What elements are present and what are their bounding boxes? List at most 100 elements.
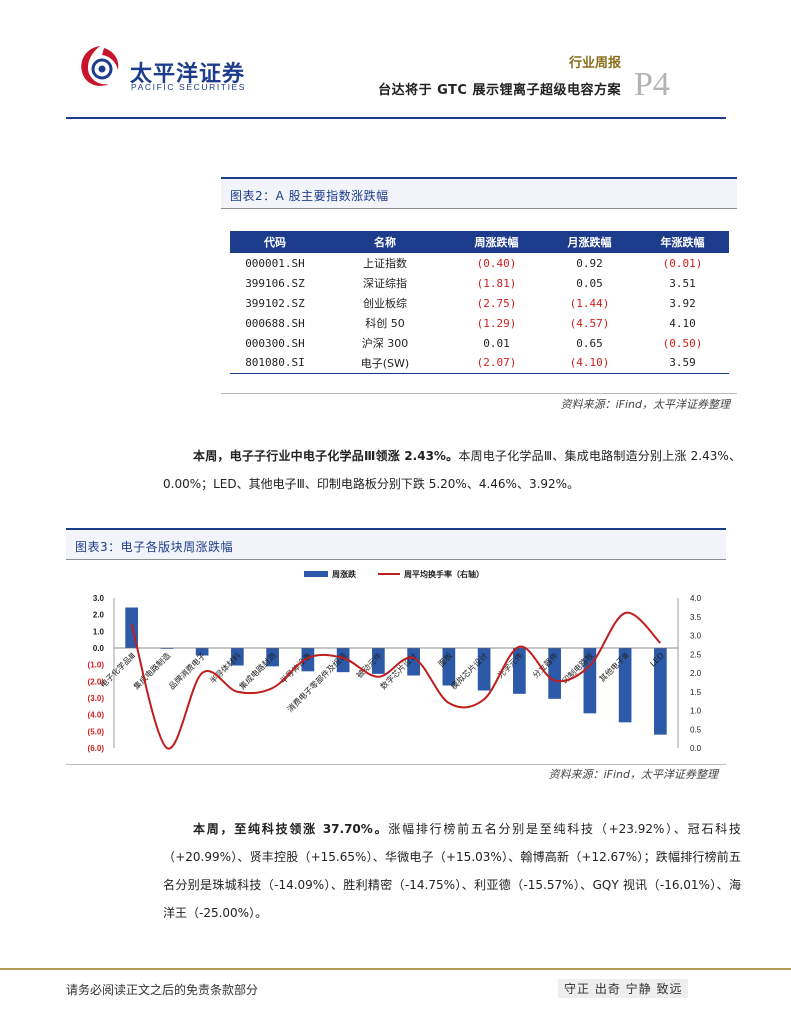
y-left-tick-label: 3.0: [93, 594, 105, 603]
footer-disclaimer: 请务必阅读正文之后的免责条款部分: [66, 983, 259, 997]
figure3-source: 资料来源：iFind，太平洋证券整理: [548, 768, 718, 781]
year-change: 3.51: [669, 276, 696, 290]
y-right-tick-label: 1.0: [690, 707, 702, 716]
figure3-source-divider: [66, 764, 726, 765]
paragraph-body: 涨幅排行榜前五名分别是至纯科技（+23.92%）、冠石科技（+20.99%）、贤…: [163, 822, 741, 920]
index-name: 深证综指: [363, 277, 407, 290]
y-left-tick-label: (1.0): [88, 661, 105, 670]
figure2-source-divider: [221, 393, 737, 394]
y-left-tick-label: (5.0): [88, 727, 105, 736]
report-type: 行业周报: [568, 56, 621, 71]
paragraph-stocks: 本周，至纯科技领涨 37.70%。涨幅排行榜前五名分别是至纯科技（+23.92%…: [163, 815, 741, 927]
x-category-label: 品牌消费电子: [167, 650, 208, 691]
paragraph-body: 本周电子化学品Ⅲ、集成电路制造分别上涨 2.43%、0.00%；LED、其他电子…: [163, 449, 742, 491]
index-name: 创业板综: [363, 297, 407, 310]
week-change: (2.07): [450, 353, 543, 374]
month-change: (4.10): [543, 353, 636, 374]
paragraph-lead: 本周，电子子行业中电子化学品Ⅲ领涨 2.43%。: [193, 449, 459, 463]
column-header: 年涨跌幅: [636, 231, 729, 253]
x-category-label: 电子化学品Ⅲ: [98, 650, 137, 689]
column-header: 代码: [230, 231, 320, 253]
y-right-tick-label: 1.5: [690, 688, 702, 697]
index-code: 000001.SH: [245, 256, 305, 270]
page-header: 太平洋证券 PACIFIC SECURITIES 行业周报 台达将于 GTC 展…: [0, 0, 791, 120]
brand-name-cn: 太平洋证券: [130, 62, 246, 87]
year-change: 3.92: [669, 296, 696, 310]
legend-label: 周涨跌: [332, 569, 357, 579]
figure3-title: 图表3：电子各版块周涨跌幅: [75, 540, 234, 554]
chart-bar: [583, 648, 597, 714]
y-right-tick-label: 0.5: [690, 725, 702, 734]
pacific-securities-logo-icon: [81, 46, 119, 86]
index-table: 代码 名称 周涨跌幅 月涨跌幅 年涨跌幅 000001.SH 上证指数 (0.4…: [230, 231, 729, 374]
index-code: 399106.SZ: [245, 276, 305, 290]
week-change: (0.40): [476, 256, 517, 270]
paragraph-subsector: 本周，电子子行业中电子化学品Ⅲ领涨 2.43%。本周电子化学品Ⅲ、集成电路制造分…: [163, 442, 741, 498]
table-row: 000688.SH 科创 50 (1.29) (4.57) 4.10: [230, 313, 729, 333]
table-row: 399106.SZ 深证综指 (1.81) 0.05 3.51: [230, 273, 729, 293]
table-header-row: 代码 名称 周涨跌幅 月涨跌幅 年涨跌幅: [230, 231, 729, 253]
month-change: (4.57): [569, 316, 610, 330]
chart-bar: [231, 648, 244, 666]
y-left-tick-label: (4.0): [88, 711, 105, 720]
week-change: 0.01: [483, 336, 510, 350]
table-row: 000300.SH 沪深 300 0.01 0.65 (0.50): [230, 333, 729, 353]
chart-bar: [407, 648, 420, 676]
page-number: P4: [634, 66, 670, 103]
column-header: 周涨跌幅: [450, 231, 543, 253]
x-category-label: 半导体材料: [207, 650, 242, 685]
y-left-tick-label: 0.0: [93, 644, 105, 653]
footer-divider: [0, 968, 791, 970]
table-row: 000001.SH 上证指数 (0.40) 0.92 (0.01): [230, 253, 729, 273]
legend-bar-swatch: [304, 571, 328, 577]
figure2-title: 图表2：A 股主要指数涨跌幅: [230, 189, 389, 203]
index-code: 399102.SZ: [245, 296, 305, 310]
y-right-tick-label: 4.0: [690, 594, 702, 603]
figure2-source: 资料来源：iFind，太平洋证券整理: [560, 398, 730, 411]
chart-bar: [372, 648, 385, 674]
chart-bar: [513, 648, 526, 694]
y-right-tick-label: 0.0: [690, 744, 702, 753]
table-row: 399102.SZ 创业板综 (2.75) (1.44) 3.92: [230, 293, 729, 313]
week-change: (1.29): [476, 316, 517, 330]
week-change: (2.75): [476, 296, 517, 310]
brand-name-en: PACIFIC SECURITIES: [131, 82, 247, 92]
index-name: 沪深 300: [361, 337, 409, 350]
footer-motto: 守正 出奇 宁静 致远: [558, 979, 689, 998]
column-header: 名称: [320, 231, 450, 253]
header-divider: [66, 117, 726, 119]
y-left-tick-label: (6.0): [88, 744, 105, 753]
month-change: (1.44): [569, 296, 610, 310]
turnover-series-line: [130, 611, 662, 750]
legend-label: 周平均换手率（右轴）: [404, 569, 484, 579]
month-change: 0.92: [576, 256, 603, 270]
paragraph-lead: 本周，至纯科技领涨 37.70%。: [193, 822, 389, 836]
year-change: 3.59: [636, 353, 729, 374]
index-name: 上证指数: [363, 257, 407, 270]
figure2-title-bar: [221, 177, 737, 209]
y-left-tick-label: 2.0: [93, 611, 105, 620]
figure3-title-bar: [66, 528, 726, 560]
chart-bar: [442, 648, 456, 686]
index-name: 电子(SW): [320, 353, 450, 374]
index-code: 000300.SH: [245, 336, 305, 350]
month-change: 0.65: [576, 336, 603, 350]
year-change: (0.50): [662, 336, 703, 350]
y-left-tick-label: (2.0): [88, 677, 105, 686]
y-left-tick-label: 1.0: [93, 627, 105, 636]
y-right-tick-label: 2.0: [690, 669, 702, 678]
y-right-tick-label: 3.5: [690, 613, 702, 622]
year-change: 4.10: [669, 316, 696, 330]
chart-bar: [618, 648, 632, 723]
report-title: 台达将于 GTC 展示锂离子超级电容方案: [378, 83, 621, 98]
chart-bar: [477, 648, 491, 691]
index-name: 科创 50: [365, 317, 405, 330]
chart-bar: [654, 648, 667, 735]
chart-bar: [266, 648, 279, 667]
column-header: 月涨跌幅: [543, 231, 636, 253]
index-code: 801080.SI: [230, 353, 320, 374]
index-code: 000688.SH: [245, 316, 305, 330]
chart-bar: [301, 648, 315, 672]
table-row: 801080.SI 电子(SW) (2.07) (4.10) 3.59: [230, 353, 729, 374]
x-category-label: 消费电子零部件及组装: [285, 650, 349, 714]
